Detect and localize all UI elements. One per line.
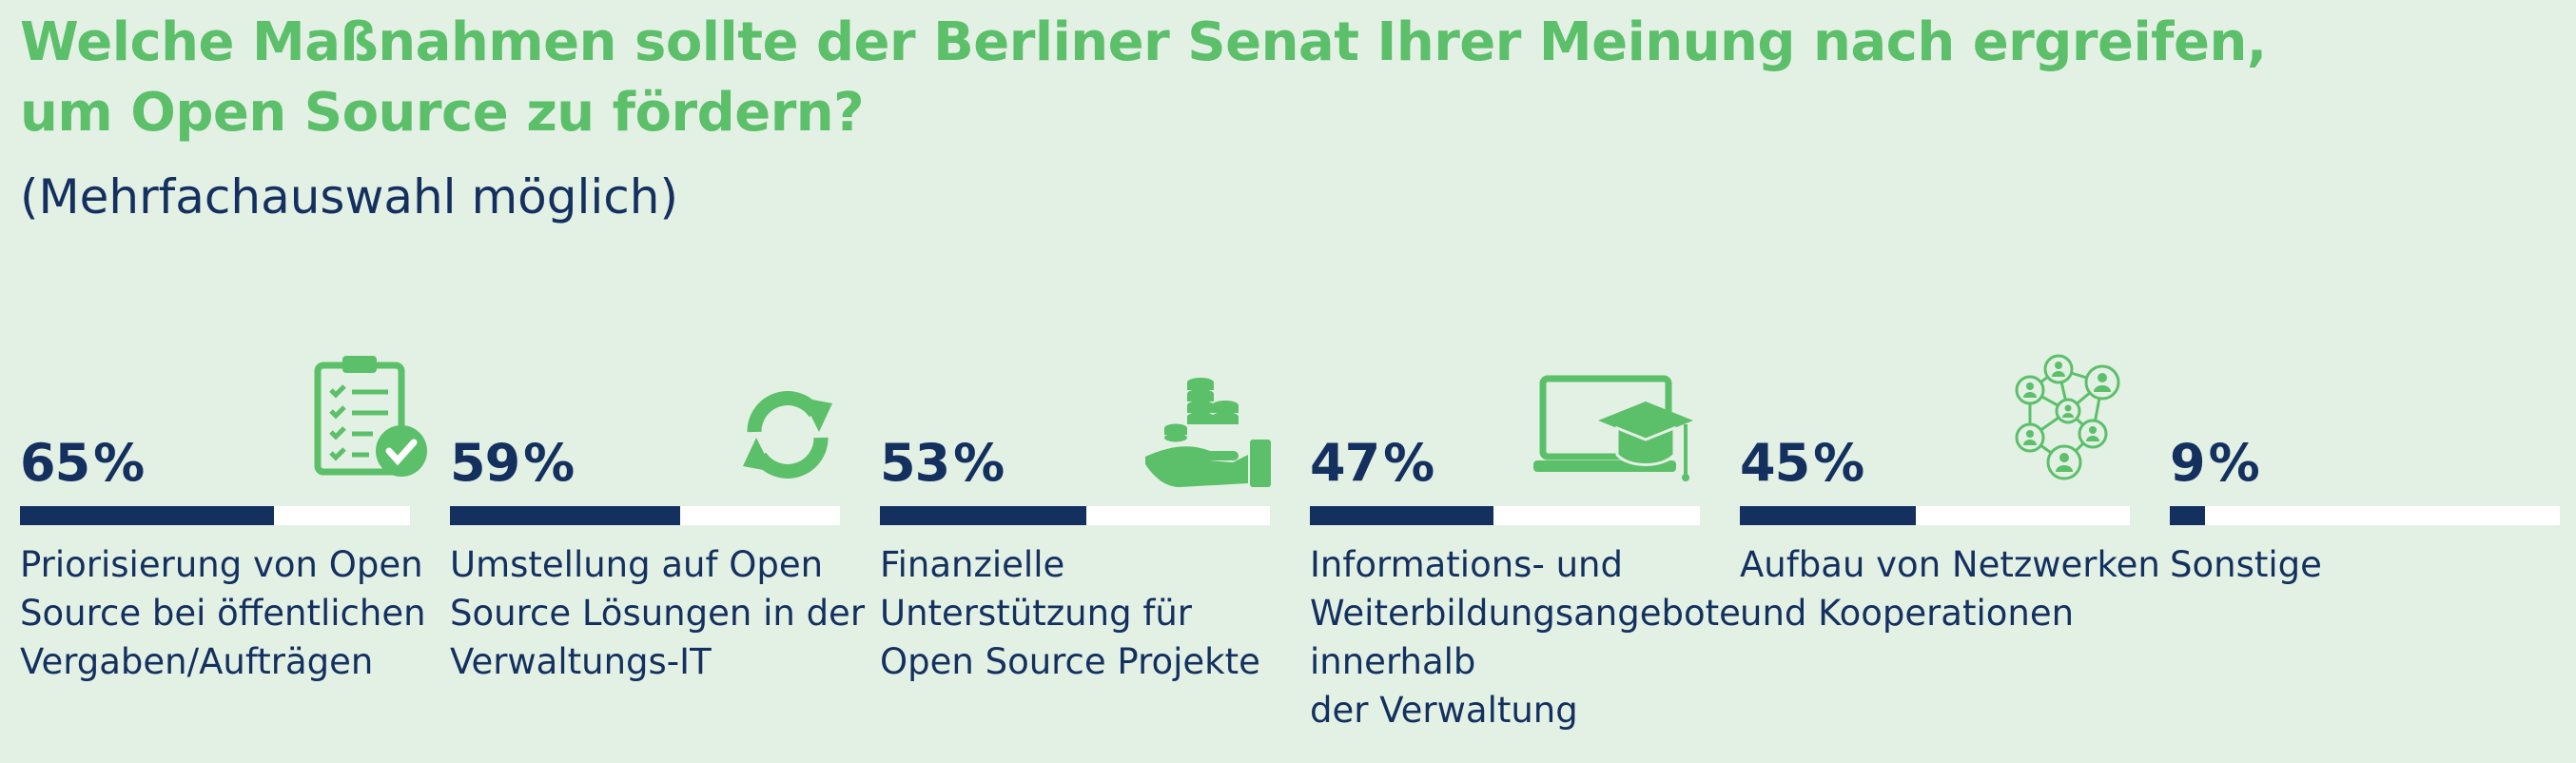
bar-track bbox=[1740, 506, 2130, 525]
category-label-line: Source bei öffentlichen bbox=[20, 593, 426, 634]
bar bbox=[2170, 506, 2205, 525]
data-label: 53% bbox=[880, 433, 1005, 493]
refresh-arrows-icon bbox=[743, 391, 832, 479]
title-line-1: Welche Maßnahmen sollte der Berliner Sen… bbox=[20, 11, 2267, 73]
category-label-line: Open Source Projekte bbox=[880, 641, 1260, 682]
hand-coins-icon bbox=[1145, 378, 1271, 487]
value-text: 47 bbox=[1310, 433, 1380, 493]
chart-title: Welche Maßnahmen sollte der Berliner Sen… bbox=[20, 8, 2267, 148]
category-label-line: Finanzielle bbox=[880, 544, 1065, 585]
category-label-line: Vergaben/Aufträgen bbox=[20, 641, 374, 682]
bar-track bbox=[880, 506, 1270, 525]
category-label-line: Unterstützung für bbox=[880, 593, 1193, 634]
title-line-2: um Open Source zu fördern? bbox=[20, 82, 865, 144]
unit-text: % bbox=[953, 433, 1005, 493]
category-label-line: Priorisierung von Open bbox=[20, 544, 423, 585]
chart-subtitle: (Mehrfachauswahl möglich) bbox=[20, 169, 678, 225]
bar bbox=[20, 506, 274, 525]
category-label: Informations- und Weiterbildungsangebote i… bbox=[1310, 540, 1741, 734]
value-text: 65 bbox=[20, 433, 90, 493]
category-label-line: der Verwaltung bbox=[1310, 690, 1578, 731]
value-text: 59 bbox=[450, 433, 520, 493]
category-label-line: Source Lösungen in der bbox=[450, 593, 866, 634]
chart-item: 59% Umstellung auf Open Source Lösungen in… bbox=[450, 362, 865, 761]
value-text: 45 bbox=[1740, 433, 1810, 493]
chart-item: 9% Sonstige bbox=[2170, 362, 2560, 761]
data-label: 45% bbox=[1740, 435, 1864, 492]
clipboard-check-icon bbox=[314, 356, 427, 477]
bar bbox=[1740, 506, 1916, 525]
bar bbox=[450, 506, 680, 525]
category-label-line: Aufbau von Netzwerken bbox=[1740, 544, 2160, 585]
chart-item: 65% Priorisierung von Open Source bei öffe… bbox=[20, 356, 427, 761]
category-label-line: Verwaltungs-IT bbox=[450, 641, 712, 682]
bar-track bbox=[450, 506, 840, 525]
category-label-line: Sonstige bbox=[2170, 544, 2322, 585]
bar bbox=[880, 506, 1087, 525]
unit-text: % bbox=[1383, 433, 1434, 493]
category-label-line: Weiterbildungsangebote bbox=[1310, 593, 1741, 634]
unit-text: % bbox=[1813, 433, 1864, 493]
laptop-graduation-cap-icon bbox=[1533, 375, 1693, 481]
bar-track bbox=[2170, 506, 2560, 525]
value-text: 9 bbox=[2170, 433, 2206, 493]
chart-item: 45% Aufbau von Netzwerken und Kooperatione… bbox=[1740, 354, 2160, 761]
category-label: Aufbau von Netzwerken und Kooperationen bbox=[1740, 540, 2160, 637]
data-label: 47% bbox=[1310, 435, 1434, 492]
bar-track bbox=[20, 506, 410, 525]
category-label-line: Umstellung auf Open bbox=[450, 544, 824, 585]
unit-text: % bbox=[2208, 433, 2260, 493]
bar-track bbox=[1310, 506, 1700, 525]
chart-item: 47% Informations- und Weiterbildungsangebo… bbox=[1310, 362, 1741, 761]
category-label: Priorisierung von Open Source bei öffentl… bbox=[20, 540, 426, 686]
category-label-line: Informations- und bbox=[1310, 544, 1623, 585]
category-label-line: innerhalb bbox=[1310, 641, 1476, 682]
category-label-line: und Kooperationen bbox=[1740, 593, 2075, 634]
category-label: Sonstige bbox=[2170, 540, 2569, 589]
category-label: Finanzielle Unterstützung für Open Source … bbox=[880, 540, 1279, 686]
value-text: 53 bbox=[880, 433, 950, 493]
people-network-icon bbox=[2015, 354, 2120, 480]
data-label: 65% bbox=[20, 433, 145, 493]
category-label: Umstellung auf Open Source Lösungen in de… bbox=[450, 540, 866, 686]
data-label: 9% bbox=[2170, 433, 2260, 493]
chart-item: 53% Finanzielle Unterstützung für Open Sour… bbox=[880, 362, 1271, 761]
bar bbox=[1310, 506, 1493, 525]
unit-text: % bbox=[523, 433, 575, 493]
unit-text: % bbox=[93, 433, 145, 493]
data-label: 59% bbox=[450, 433, 575, 493]
